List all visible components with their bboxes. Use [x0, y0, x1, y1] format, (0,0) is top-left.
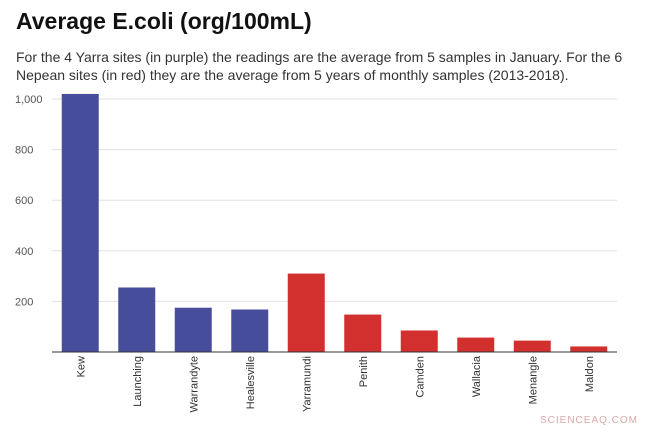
x-tick-label: Wallacia — [471, 355, 483, 397]
bar-wallacia — [457, 337, 495, 352]
bar-menangle — [513, 340, 551, 352]
bar-kew — [61, 93, 99, 352]
x-tick-label: Penith — [358, 356, 370, 387]
bar-yarramundi — [287, 273, 325, 352]
x-tick-label: Warrandyte — [188, 356, 200, 412]
y-tick-label: 800 — [15, 145, 33, 157]
y-tick-label: 600 — [15, 195, 33, 207]
x-tick-label: Kew — [75, 356, 87, 377]
bar-camden — [400, 330, 438, 352]
x-tick-label: Yarramundi — [301, 356, 313, 412]
gridlines — [52, 98, 617, 302]
bar-warrandyte — [174, 307, 212, 352]
x-tick-label: Healesville — [245, 356, 257, 409]
y-tick-label: 1,000 — [15, 94, 43, 106]
x-tick-label: Launching — [132, 356, 144, 407]
x-tick-label: Maldon — [584, 356, 596, 392]
bar-launching — [118, 287, 156, 352]
bar-maldon — [570, 346, 608, 352]
bars — [61, 93, 608, 352]
chart-title: Average E.coli (org/100mL) — [16, 8, 312, 34]
y-tick-label: 400 — [15, 246, 33, 258]
bar-penith — [344, 314, 382, 352]
x-tick-label: Menangle — [527, 356, 539, 404]
axes: 200 400 600 800 1,000 Kew Launching Warrandyte H… — [15, 94, 617, 412]
bar-healesville — [231, 309, 269, 352]
x-tick-label: Camden — [414, 356, 426, 398]
y-tick-label: 200 — [15, 296, 33, 308]
chart-subtitle: For the 4 Yarra sites (in purple) the re… — [16, 49, 623, 83]
watermark: SCIENCEAQ.COM — [539, 415, 638, 426]
